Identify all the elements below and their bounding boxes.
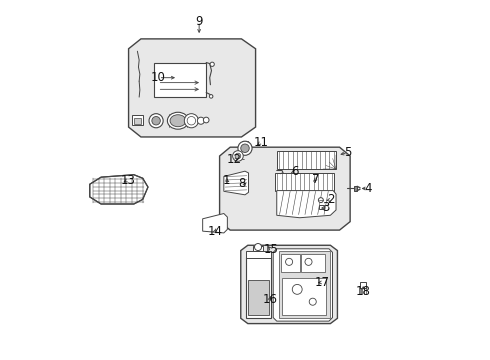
Polygon shape — [203, 213, 227, 233]
Polygon shape — [220, 147, 350, 230]
Text: 8: 8 — [238, 177, 245, 190]
Text: 15: 15 — [264, 243, 279, 256]
Circle shape — [235, 153, 241, 159]
Bar — [248, 280, 269, 315]
Bar — [253, 246, 263, 251]
Polygon shape — [90, 175, 148, 204]
Circle shape — [184, 114, 198, 128]
Text: 1: 1 — [222, 174, 230, 186]
Bar — [132, 116, 143, 125]
Polygon shape — [224, 171, 248, 195]
Circle shape — [254, 243, 262, 251]
Circle shape — [286, 258, 293, 265]
Text: 3: 3 — [322, 201, 330, 214]
Circle shape — [233, 151, 243, 161]
Polygon shape — [273, 249, 333, 321]
Text: 18: 18 — [356, 285, 370, 298]
Text: 9: 9 — [196, 15, 203, 28]
Circle shape — [187, 117, 196, 125]
Bar — [282, 278, 326, 315]
Text: 7: 7 — [312, 173, 319, 186]
Bar — [360, 282, 367, 288]
Circle shape — [203, 117, 209, 123]
Polygon shape — [241, 245, 338, 324]
Bar — [245, 257, 271, 318]
Text: 17: 17 — [315, 276, 330, 289]
Text: 11: 11 — [253, 136, 269, 149]
Text: 13: 13 — [121, 174, 135, 186]
Polygon shape — [275, 173, 334, 190]
Circle shape — [238, 141, 252, 155]
Ellipse shape — [170, 115, 186, 127]
Circle shape — [292, 284, 302, 294]
Text: 14: 14 — [207, 225, 222, 238]
Bar — [301, 254, 325, 272]
Bar — [281, 254, 300, 272]
Circle shape — [309, 298, 316, 305]
Bar — [154, 63, 206, 97]
Bar — [246, 251, 271, 258]
Text: 2: 2 — [327, 193, 334, 206]
Text: 5: 5 — [344, 146, 352, 159]
Circle shape — [241, 144, 249, 153]
Bar — [279, 251, 330, 318]
Text: 10: 10 — [151, 71, 166, 84]
Circle shape — [209, 95, 213, 98]
Bar — [319, 205, 324, 209]
Circle shape — [305, 258, 312, 265]
Polygon shape — [277, 151, 336, 170]
Ellipse shape — [168, 112, 189, 129]
Circle shape — [318, 198, 323, 203]
Bar — [134, 118, 141, 124]
Circle shape — [149, 114, 163, 128]
Circle shape — [197, 117, 204, 124]
Circle shape — [152, 117, 160, 125]
Polygon shape — [277, 190, 336, 218]
Text: 4: 4 — [364, 182, 371, 195]
Polygon shape — [128, 39, 256, 137]
Text: 16: 16 — [262, 293, 277, 306]
Text: 6: 6 — [291, 165, 298, 178]
Bar — [354, 186, 357, 190]
Circle shape — [210, 62, 214, 66]
Text: 12: 12 — [226, 153, 241, 166]
